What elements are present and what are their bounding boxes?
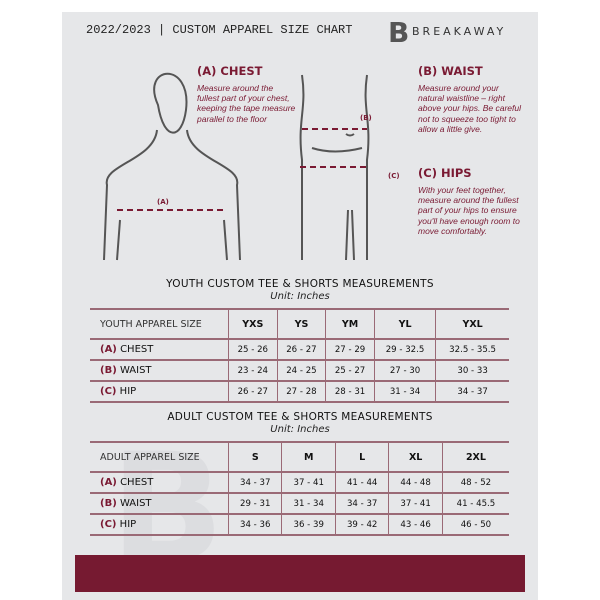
table-cell: 48 - 52 (441, 471, 509, 494)
size-header: YXS (228, 308, 278, 340)
measure-label: (A) CHEST (90, 338, 229, 361)
table-cell: 34 - 37 (334, 492, 389, 515)
measure-name: CHEST (120, 477, 154, 488)
table-cell: 43 - 46 (388, 513, 443, 536)
size-header: 2XL (441, 441, 509, 473)
hip-marker: (C) (388, 172, 400, 180)
adult-table-heading: ADULT CUSTOM TEE & SHORTS MEASUREMENTS (167, 411, 433, 423)
youth-unit: Unit: Inches (270, 291, 330, 302)
table-cell: 27 - 29 (325, 338, 375, 361)
size-header: YXL (435, 308, 509, 340)
table-cell: 31 - 34 (281, 492, 336, 515)
chest-description: Measure around the fullest part of your … (197, 83, 296, 124)
measure-name: WAIST (119, 365, 152, 376)
size-header: YL (373, 308, 436, 340)
table-cell: 32.5 - 35.5 (435, 338, 509, 361)
table-cell: 29 - 31 (227, 492, 282, 515)
adult-unit: Unit: Inches (270, 424, 330, 435)
measure-code: (C) (100, 519, 117, 530)
table-row: (B) WAIST 23 - 24 24 - 25 25 - 27 27 - 30 30 … (90, 359, 509, 382)
table-row: (C) HIP 26 - 27 27 - 28 28 - 31 31 - 34 34 - … (90, 380, 509, 403)
hips-description: With your feet together, measure around … (418, 185, 520, 236)
table-cell: 34 - 37 (227, 471, 282, 494)
table-header-row: ADULT APPAREL SIZE S M L XL 2XL (90, 441, 509, 473)
table-cell: 31 - 34 (373, 380, 436, 403)
size-header: XL (388, 441, 443, 473)
youth-table-heading: YOUTH CUSTOM TEE & SHORTS MEASUREMENTS (166, 278, 434, 290)
table-cell: 29 - 32.5 (373, 338, 436, 361)
measure-name: HIP (119, 519, 137, 530)
head-outline (153, 72, 188, 134)
measure-code: (A) (100, 344, 117, 355)
hips-heading: (C) HIPS (418, 166, 472, 180)
page-title: 2022/2023 | CUSTOM APPAREL SIZE CHART (86, 23, 353, 37)
table-cell: 25 - 26 (228, 338, 278, 361)
chest-heading: (A) CHEST (197, 64, 263, 78)
table-cell: 28 - 31 (325, 380, 375, 403)
measure-label: (C) HIP (90, 513, 229, 536)
brand-name: BREAKAWAY (412, 25, 507, 38)
table-cell: 44 - 48 (388, 471, 443, 494)
svg-text:B: B (388, 18, 408, 46)
table-cell: 23 - 24 (228, 359, 278, 382)
size-header: YS (276, 308, 326, 340)
table-row: (A) CHEST 34 - 37 37 - 41 41 - 44 44 - 48 48 … (90, 471, 509, 494)
table-cell: 34 - 37 (435, 380, 509, 403)
measure-name: CHEST (120, 344, 154, 355)
torso-outline (103, 129, 241, 261)
table-cell: 41 - 44 (334, 471, 389, 494)
table-cell: 26 - 27 (276, 338, 326, 361)
table-cell: 37 - 41 (388, 492, 443, 515)
measure-label: (B) WAIST (90, 492, 229, 515)
table-cell: 25 - 27 (325, 359, 375, 382)
measure-label: (A) CHEST (90, 471, 229, 494)
chest-marker: (A) (157, 198, 169, 206)
measure-code: (C) (100, 386, 117, 397)
table-cell: 41 - 45.5 (441, 492, 509, 515)
table-cell: 34 - 36 (227, 513, 282, 536)
table-row: (A) CHEST 25 - 26 26 - 27 27 - 29 29 - 32.5 3… (90, 338, 509, 361)
size-header: M (281, 441, 336, 473)
youth-size-table: YOUTH APPAREL SIZE YXS YS YM YL YXL (A) CHEST 2… (90, 308, 509, 403)
footer-bar (75, 555, 525, 592)
measure-code: (A) (100, 477, 117, 488)
table-cell: 36 - 39 (281, 513, 336, 536)
table-cell: 37 - 41 (281, 471, 336, 494)
table-cell: 46 - 50 (441, 513, 509, 536)
measure-code: (B) (100, 498, 117, 509)
waist-description: Measure around your natural waistline – … (418, 83, 522, 134)
adult-size-table: ADULT APPAREL SIZE S M L XL 2XL (A) CHEST 34 - … (90, 441, 509, 536)
measure-name: WAIST (119, 498, 152, 509)
measure-label: (C) HIP (90, 380, 229, 403)
table-cell: 39 - 42 (334, 513, 389, 536)
measure-code: (B) (100, 365, 117, 376)
size-header: S (227, 441, 282, 473)
table-cell: 24 - 25 (276, 359, 326, 382)
size-label: YOUTH APPAREL SIZE (90, 308, 229, 340)
table-row: (C) HIP 34 - 36 36 - 39 39 - 42 43 - 46 46 - … (90, 513, 509, 536)
body-illustrations (103, 72, 370, 261)
hips-outline (299, 74, 370, 260)
waist-heading: (B) WAIST (418, 64, 483, 78)
table-cell: 26 - 27 (228, 380, 278, 403)
table-row: (B) WAIST 29 - 31 31 - 34 34 - 37 37 - 41 41 … (90, 492, 509, 515)
table-cell: 27 - 28 (276, 380, 326, 403)
size-header: YM (325, 308, 375, 340)
table-cell: 27 - 30 (373, 359, 436, 382)
measure-label: (B) WAIST (90, 359, 229, 382)
size-header: L (334, 441, 389, 473)
size-label: ADULT APPAREL SIZE (90, 441, 229, 473)
measure-name: HIP (119, 386, 137, 397)
brand-logo: B (388, 18, 408, 46)
table-header-row: YOUTH APPAREL SIZE YXS YS YM YL YXL (90, 308, 509, 340)
waist-marker: (B) (360, 114, 372, 122)
table-cell: 30 - 33 (435, 359, 509, 382)
